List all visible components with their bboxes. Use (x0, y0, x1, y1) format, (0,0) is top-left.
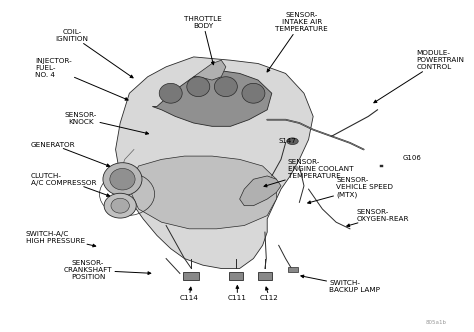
Ellipse shape (111, 198, 129, 213)
Ellipse shape (103, 163, 142, 196)
Text: CLUTCH-
A/C COMPRESSOR: CLUTCH- A/C COMPRESSOR (30, 173, 109, 197)
Text: C111: C111 (228, 286, 247, 301)
Text: SENSOR-
KNOCK: SENSOR- KNOCK (65, 112, 148, 134)
Text: SENSOR-
ENGINE COOLANT
TEMPERATURE: SENSOR- ENGINE COOLANT TEMPERATURE (264, 159, 354, 187)
Text: S147: S147 (279, 138, 296, 144)
Text: COIL-
IGNITION: COIL- IGNITION (55, 29, 133, 78)
Ellipse shape (214, 77, 237, 97)
Polygon shape (194, 60, 226, 80)
Polygon shape (129, 156, 276, 229)
Bar (228, 272, 243, 280)
Ellipse shape (159, 83, 182, 103)
Text: 805a1b: 805a1b (426, 320, 447, 325)
Text: INJECTOR-
FUEL-
NO. 4: INJECTOR- FUEL- NO. 4 (35, 58, 128, 100)
Text: THROTTLE
BODY: THROTTLE BODY (184, 16, 222, 65)
Text: GENERATOR: GENERATOR (30, 141, 109, 167)
Bar (288, 267, 298, 272)
Text: C114: C114 (180, 287, 199, 301)
Ellipse shape (287, 138, 298, 144)
Polygon shape (152, 70, 272, 126)
Text: SENSOR-
INTAKE AIR
TEMPERATURE: SENSOR- INTAKE AIR TEMPERATURE (267, 12, 328, 72)
Polygon shape (240, 176, 281, 206)
Ellipse shape (104, 193, 136, 218)
Text: SWITCH-
BACKUP LAMP: SWITCH- BACKUP LAMP (301, 275, 380, 293)
Text: G106: G106 (403, 155, 422, 161)
Ellipse shape (187, 77, 210, 97)
Text: SWITCH-A/C
HIGH PRESSURE: SWITCH-A/C HIGH PRESSURE (26, 231, 96, 247)
Text: SENSOR-
VEHICLE SPEED
(MTX): SENSOR- VEHICLE SPEED (MTX) (308, 177, 393, 204)
Text: SENSOR-
OXYGEN-REAR: SENSOR- OXYGEN-REAR (347, 209, 410, 227)
Bar (257, 272, 272, 280)
Text: C112: C112 (260, 287, 279, 301)
Text: MODULE-
POWERTRAIN
CONTROL: MODULE- POWERTRAIN CONTROL (374, 50, 465, 103)
Text: SENSOR-
CRANKSHAFT
POSITION: SENSOR- CRANKSHAFT POSITION (64, 260, 151, 280)
Ellipse shape (242, 83, 265, 103)
Polygon shape (116, 57, 313, 269)
Ellipse shape (110, 168, 135, 190)
Bar (183, 272, 200, 280)
